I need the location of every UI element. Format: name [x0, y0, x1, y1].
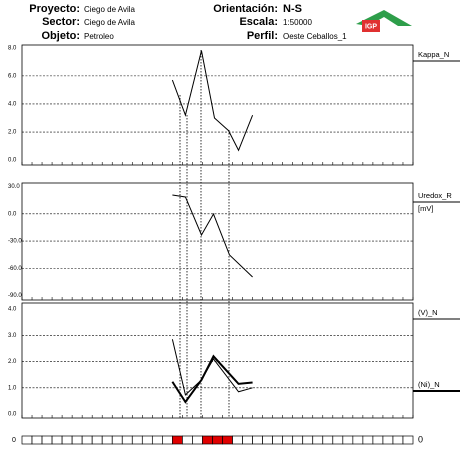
strip-cell — [121, 435, 133, 445]
strip-cell — [312, 435, 324, 445]
value: Oeste Ceballos_1 — [283, 32, 347, 41]
strip-cell — [392, 435, 404, 445]
strip-cell — [372, 435, 384, 445]
logo-box — [362, 20, 380, 32]
strip-cell — [91, 435, 103, 445]
y-tick-label: -90.0 — [8, 293, 22, 299]
strip-cell — [151, 435, 163, 445]
strip-cell — [101, 435, 113, 445]
series-line — [171, 339, 253, 396]
strip-cell — [342, 435, 354, 445]
strip-cell — [182, 435, 193, 445]
strip-cell — [352, 435, 364, 445]
strip-cell — [71, 435, 83, 445]
strip-cell — [322, 435, 334, 445]
y-tick-label: 6.0 — [8, 73, 17, 79]
value: N-S — [283, 3, 302, 15]
panel-frame — [21, 182, 414, 301]
y-tick-label: 0.0 — [8, 158, 17, 164]
strip-cell — [282, 435, 294, 445]
y-tick-label: 8.0 — [8, 45, 17, 51]
legend-label: (V)_N — [418, 308, 438, 317]
y-tick-label: -60.0 — [8, 266, 22, 272]
series-line — [171, 354, 253, 404]
y-tick-label: 30.0 — [8, 184, 20, 190]
strip-cell — [172, 435, 183, 445]
strip-cell — [162, 435, 173, 445]
label: Orientación: — [213, 3, 278, 15]
series-line — [171, 50, 254, 152]
strip-cell — [272, 435, 284, 445]
series-line — [172, 194, 253, 278]
y-tick-label: -30.0 — [8, 239, 22, 245]
strip-cell — [41, 435, 53, 445]
y-unit: [mV] — [418, 204, 433, 213]
label: Objeto: — [42, 30, 81, 42]
panel-frame — [21, 44, 414, 166]
value: 1:50000 — [283, 18, 312, 27]
strip-cell — [81, 435, 93, 445]
logo-text: IGP — [365, 23, 377, 30]
label: Escala: — [239, 16, 278, 28]
strip-label: 0 — [418, 434, 423, 444]
y-tick-label: 4.0 — [8, 307, 17, 313]
strip-cell — [252, 435, 263, 445]
y-tick-label: 2.0 — [8, 359, 17, 365]
label: Sector: — [42, 16, 80, 28]
strip-cell — [222, 435, 233, 445]
y-tick-label: 2.0 — [8, 130, 17, 136]
strip-cell — [302, 435, 314, 445]
strip-cell — [21, 435, 33, 445]
y-tick-label: 0.0 — [8, 211, 17, 217]
y-tick-label: 3.0 — [8, 333, 17, 339]
strip-cell — [141, 435, 153, 445]
strip-cell — [31, 435, 43, 445]
strip-cell — [61, 435, 73, 445]
strip-cell — [202, 435, 213, 445]
logo: IGP — [356, 10, 412, 32]
y-tick-label: 4.0 — [8, 102, 17, 108]
legend-label: (Ni)_N — [418, 380, 440, 389]
strip-cell — [292, 435, 304, 445]
strip-cell — [212, 435, 223, 445]
label: Proyecto: — [29, 3, 80, 15]
strip-cell — [332, 435, 344, 445]
legend-label: Kappa_N — [418, 50, 449, 59]
strip-cell — [192, 435, 203, 445]
value: Ciego de Avila — [84, 18, 136, 27]
strip-cell — [242, 435, 253, 445]
strip-cell — [131, 435, 143, 445]
strip-cell — [262, 435, 273, 445]
y-tick-label: 0.0 — [8, 412, 17, 418]
strip-cell — [402, 435, 414, 445]
strip-cell — [362, 435, 374, 445]
value: Petroleo — [84, 32, 114, 41]
value: Ciego de Avila — [84, 5, 136, 14]
legend-label: Uredox_R — [418, 191, 452, 200]
strip-cell — [111, 435, 123, 445]
strip-cell — [232, 435, 243, 445]
strip-label: 0 — [12, 437, 16, 444]
label: Perfil: — [247, 30, 278, 42]
y-tick-label: 1.0 — [8, 385, 17, 391]
panel-frame — [21, 302, 414, 419]
strip-cell — [382, 435, 394, 445]
strip-cell — [51, 435, 63, 445]
